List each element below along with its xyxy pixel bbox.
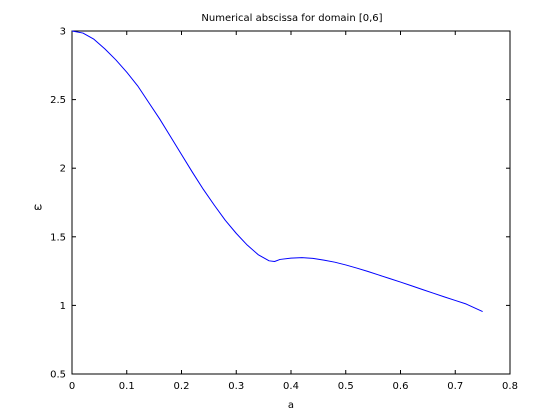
x-tick-label: 0.4	[283, 381, 299, 392]
series-layer	[71, 30, 483, 313]
y-tick-label: 0.5	[50, 370, 66, 381]
x-tick-label: 0.1	[119, 381, 135, 392]
series-line	[71, 30, 483, 313]
chart-title: Numerical abscissa for domain [0,6]	[201, 13, 382, 24]
x-tick-label: 0.2	[174, 381, 190, 392]
y-tick-label: 1.5	[50, 232, 66, 243]
x-tick-label: 0.7	[447, 381, 463, 392]
x-tick-label: 0.5	[338, 381, 354, 392]
y-axis-label: ω	[34, 202, 42, 213]
x-tick-label: 0.6	[393, 381, 409, 392]
x-tick-label: 0.3	[228, 381, 244, 392]
plot-area-frame	[71, 30, 511, 375]
y-axis-ticks: 0.5 1 1.5 2 2.5 3	[50, 27, 510, 381]
x-tick-label: 0.8	[502, 381, 518, 392]
y-tick-label: 2	[60, 164, 66, 175]
x-axis-ticks: 0 0.1 0.2 0.3 0.4 0.5 0.6 0.7 0.8	[69, 31, 518, 392]
y-tick-label: 2.5	[50, 95, 66, 106]
y-tick-label: 3	[60, 27, 66, 38]
x-tick-label: 0	[69, 381, 75, 392]
y-tick-label: 1	[60, 301, 66, 312]
x-axis-label: a	[288, 400, 294, 411]
